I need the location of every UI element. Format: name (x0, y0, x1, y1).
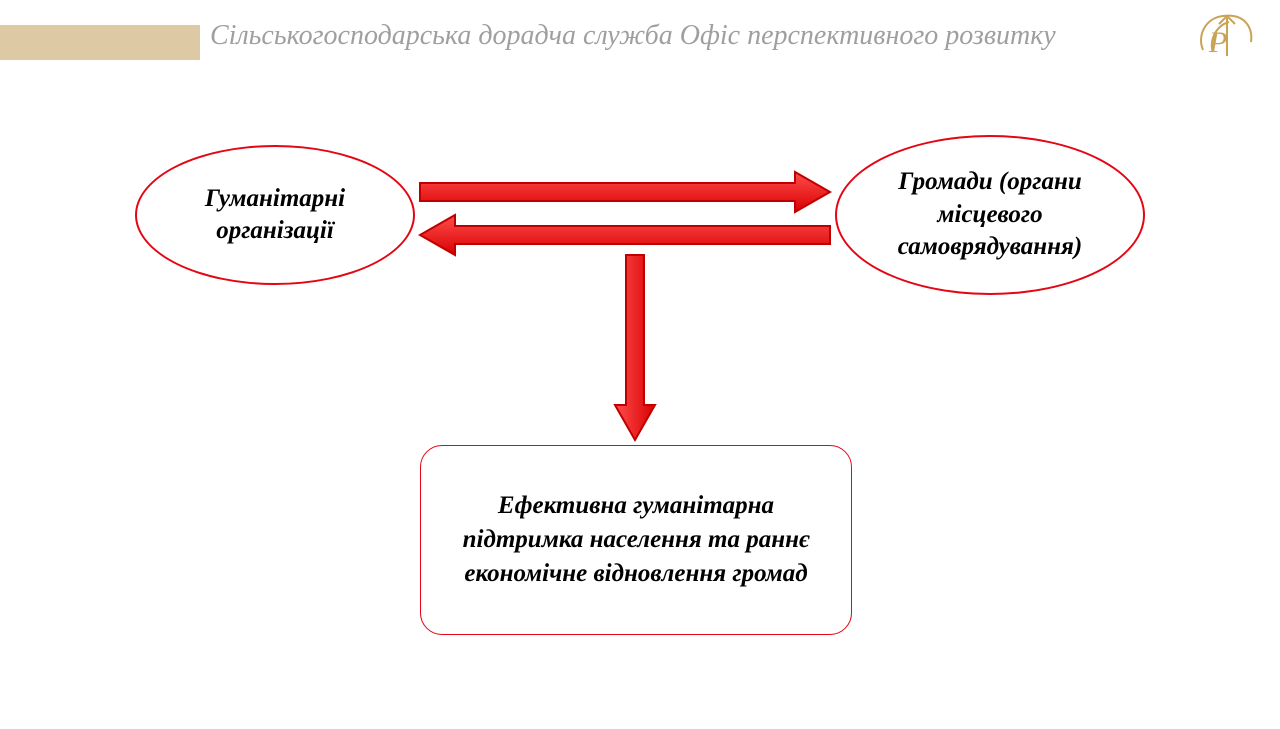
node-label: Гуманітарні організації (157, 183, 393, 248)
node-humanitarian-orgs: Гуманітарні організації (135, 145, 415, 285)
node-communities: Громади (органи місцевого самоврядування… (835, 135, 1145, 295)
node-label: Громади (органи місцевого самоврядування… (857, 166, 1123, 264)
node-outcome: Ефективна гуманітарна підтримка населенн… (420, 445, 852, 635)
node-label: Ефективна гуманітарна підтримка населенн… (449, 489, 823, 590)
flow-diagram: Гуманітарні організації Громади (органи … (0, 0, 1280, 729)
